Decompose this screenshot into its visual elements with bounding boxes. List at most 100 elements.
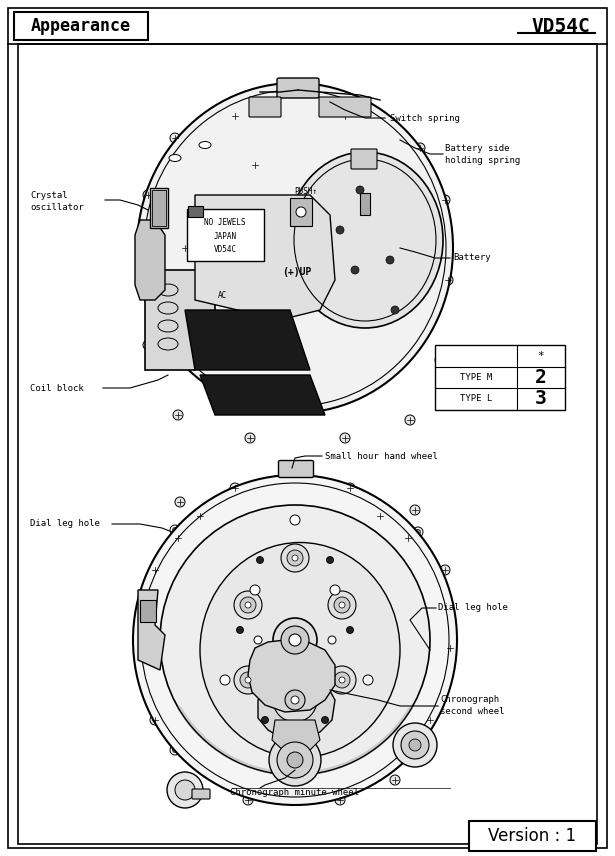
Circle shape [250,160,260,170]
Circle shape [175,780,195,800]
Polygon shape [135,220,165,300]
Circle shape [336,226,344,234]
Text: AC: AC [217,290,226,300]
Circle shape [440,565,450,575]
Circle shape [340,433,350,443]
Circle shape [143,643,153,653]
Circle shape [287,317,293,324]
Circle shape [290,787,300,797]
Bar [152,190,166,226]
FancyBboxPatch shape [188,205,202,217]
Polygon shape [200,375,325,415]
Circle shape [426,227,434,234]
Text: Version : 1: Version : 1 [488,827,576,845]
Text: holding spring: holding spring [445,156,520,164]
Circle shape [172,527,178,532]
Circle shape [250,585,260,595]
Circle shape [413,527,423,537]
Circle shape [292,555,298,561]
Circle shape [327,181,333,188]
Text: *: * [538,351,544,361]
FancyBboxPatch shape [277,78,319,98]
Circle shape [285,690,305,710]
Circle shape [195,511,205,521]
Circle shape [328,591,356,619]
Circle shape [215,500,225,510]
Circle shape [322,716,328,723]
Polygon shape [145,270,215,370]
Text: Chronograph: Chronograph [440,695,499,704]
Text: second wheel: second wheel [440,708,504,716]
Ellipse shape [199,141,211,148]
Text: Coil block: Coil block [30,383,84,393]
Polygon shape [195,195,335,320]
Circle shape [405,415,415,425]
Circle shape [143,190,153,200]
Circle shape [376,181,384,188]
Polygon shape [138,590,165,670]
Circle shape [440,195,450,205]
Text: 3: 3 [535,389,547,407]
Bar [435,345,565,410]
Text: NO JEWELS
JAPAN
VD54C: NO JEWELS JAPAN VD54C [204,218,246,253]
Circle shape [185,775,195,785]
Circle shape [243,795,253,805]
Circle shape [340,111,350,121]
Text: Battery: Battery [453,253,491,263]
Circle shape [390,775,400,785]
Circle shape [287,752,303,768]
Circle shape [345,483,355,493]
Circle shape [430,615,440,625]
Circle shape [296,207,306,217]
Circle shape [339,677,345,683]
Circle shape [261,716,269,723]
Bar [150,188,168,228]
Circle shape [306,162,314,169]
Circle shape [163,630,173,640]
FancyBboxPatch shape [469,821,596,851]
Circle shape [403,533,413,543]
Circle shape [346,627,354,633]
Ellipse shape [169,154,181,162]
Circle shape [172,747,178,752]
Text: Crystal: Crystal [30,191,68,199]
Circle shape [245,602,251,608]
Circle shape [317,247,323,253]
FancyBboxPatch shape [249,97,281,117]
Polygon shape [248,640,335,712]
Circle shape [380,215,390,225]
Text: oscillator: oscillator [30,203,84,211]
Circle shape [336,301,344,308]
FancyBboxPatch shape [319,97,371,117]
Circle shape [360,500,370,510]
Circle shape [421,306,429,313]
Text: (+)UP: (+)UP [282,267,312,277]
Circle shape [230,111,240,121]
Circle shape [334,597,350,613]
Text: PUSH↑: PUSH↑ [295,187,317,196]
Ellipse shape [200,543,400,758]
FancyBboxPatch shape [192,789,210,799]
Circle shape [327,556,333,563]
Circle shape [273,678,317,722]
Text: Chronograph minute wheel: Chronograph minute wheel [231,788,360,797]
Circle shape [281,626,309,654]
Circle shape [445,643,455,653]
Circle shape [150,715,160,725]
Circle shape [143,340,153,350]
Circle shape [269,734,321,786]
Circle shape [338,303,342,306]
Circle shape [378,183,382,187]
Circle shape [288,318,292,322]
Circle shape [150,565,160,575]
Circle shape [393,723,437,767]
Circle shape [428,229,432,232]
FancyBboxPatch shape [187,209,264,261]
Circle shape [308,736,316,744]
Circle shape [375,511,385,521]
Circle shape [328,636,336,644]
Polygon shape [272,720,320,752]
Ellipse shape [133,475,457,805]
Text: TYPE M: TYPE M [460,372,492,382]
Circle shape [230,483,240,493]
